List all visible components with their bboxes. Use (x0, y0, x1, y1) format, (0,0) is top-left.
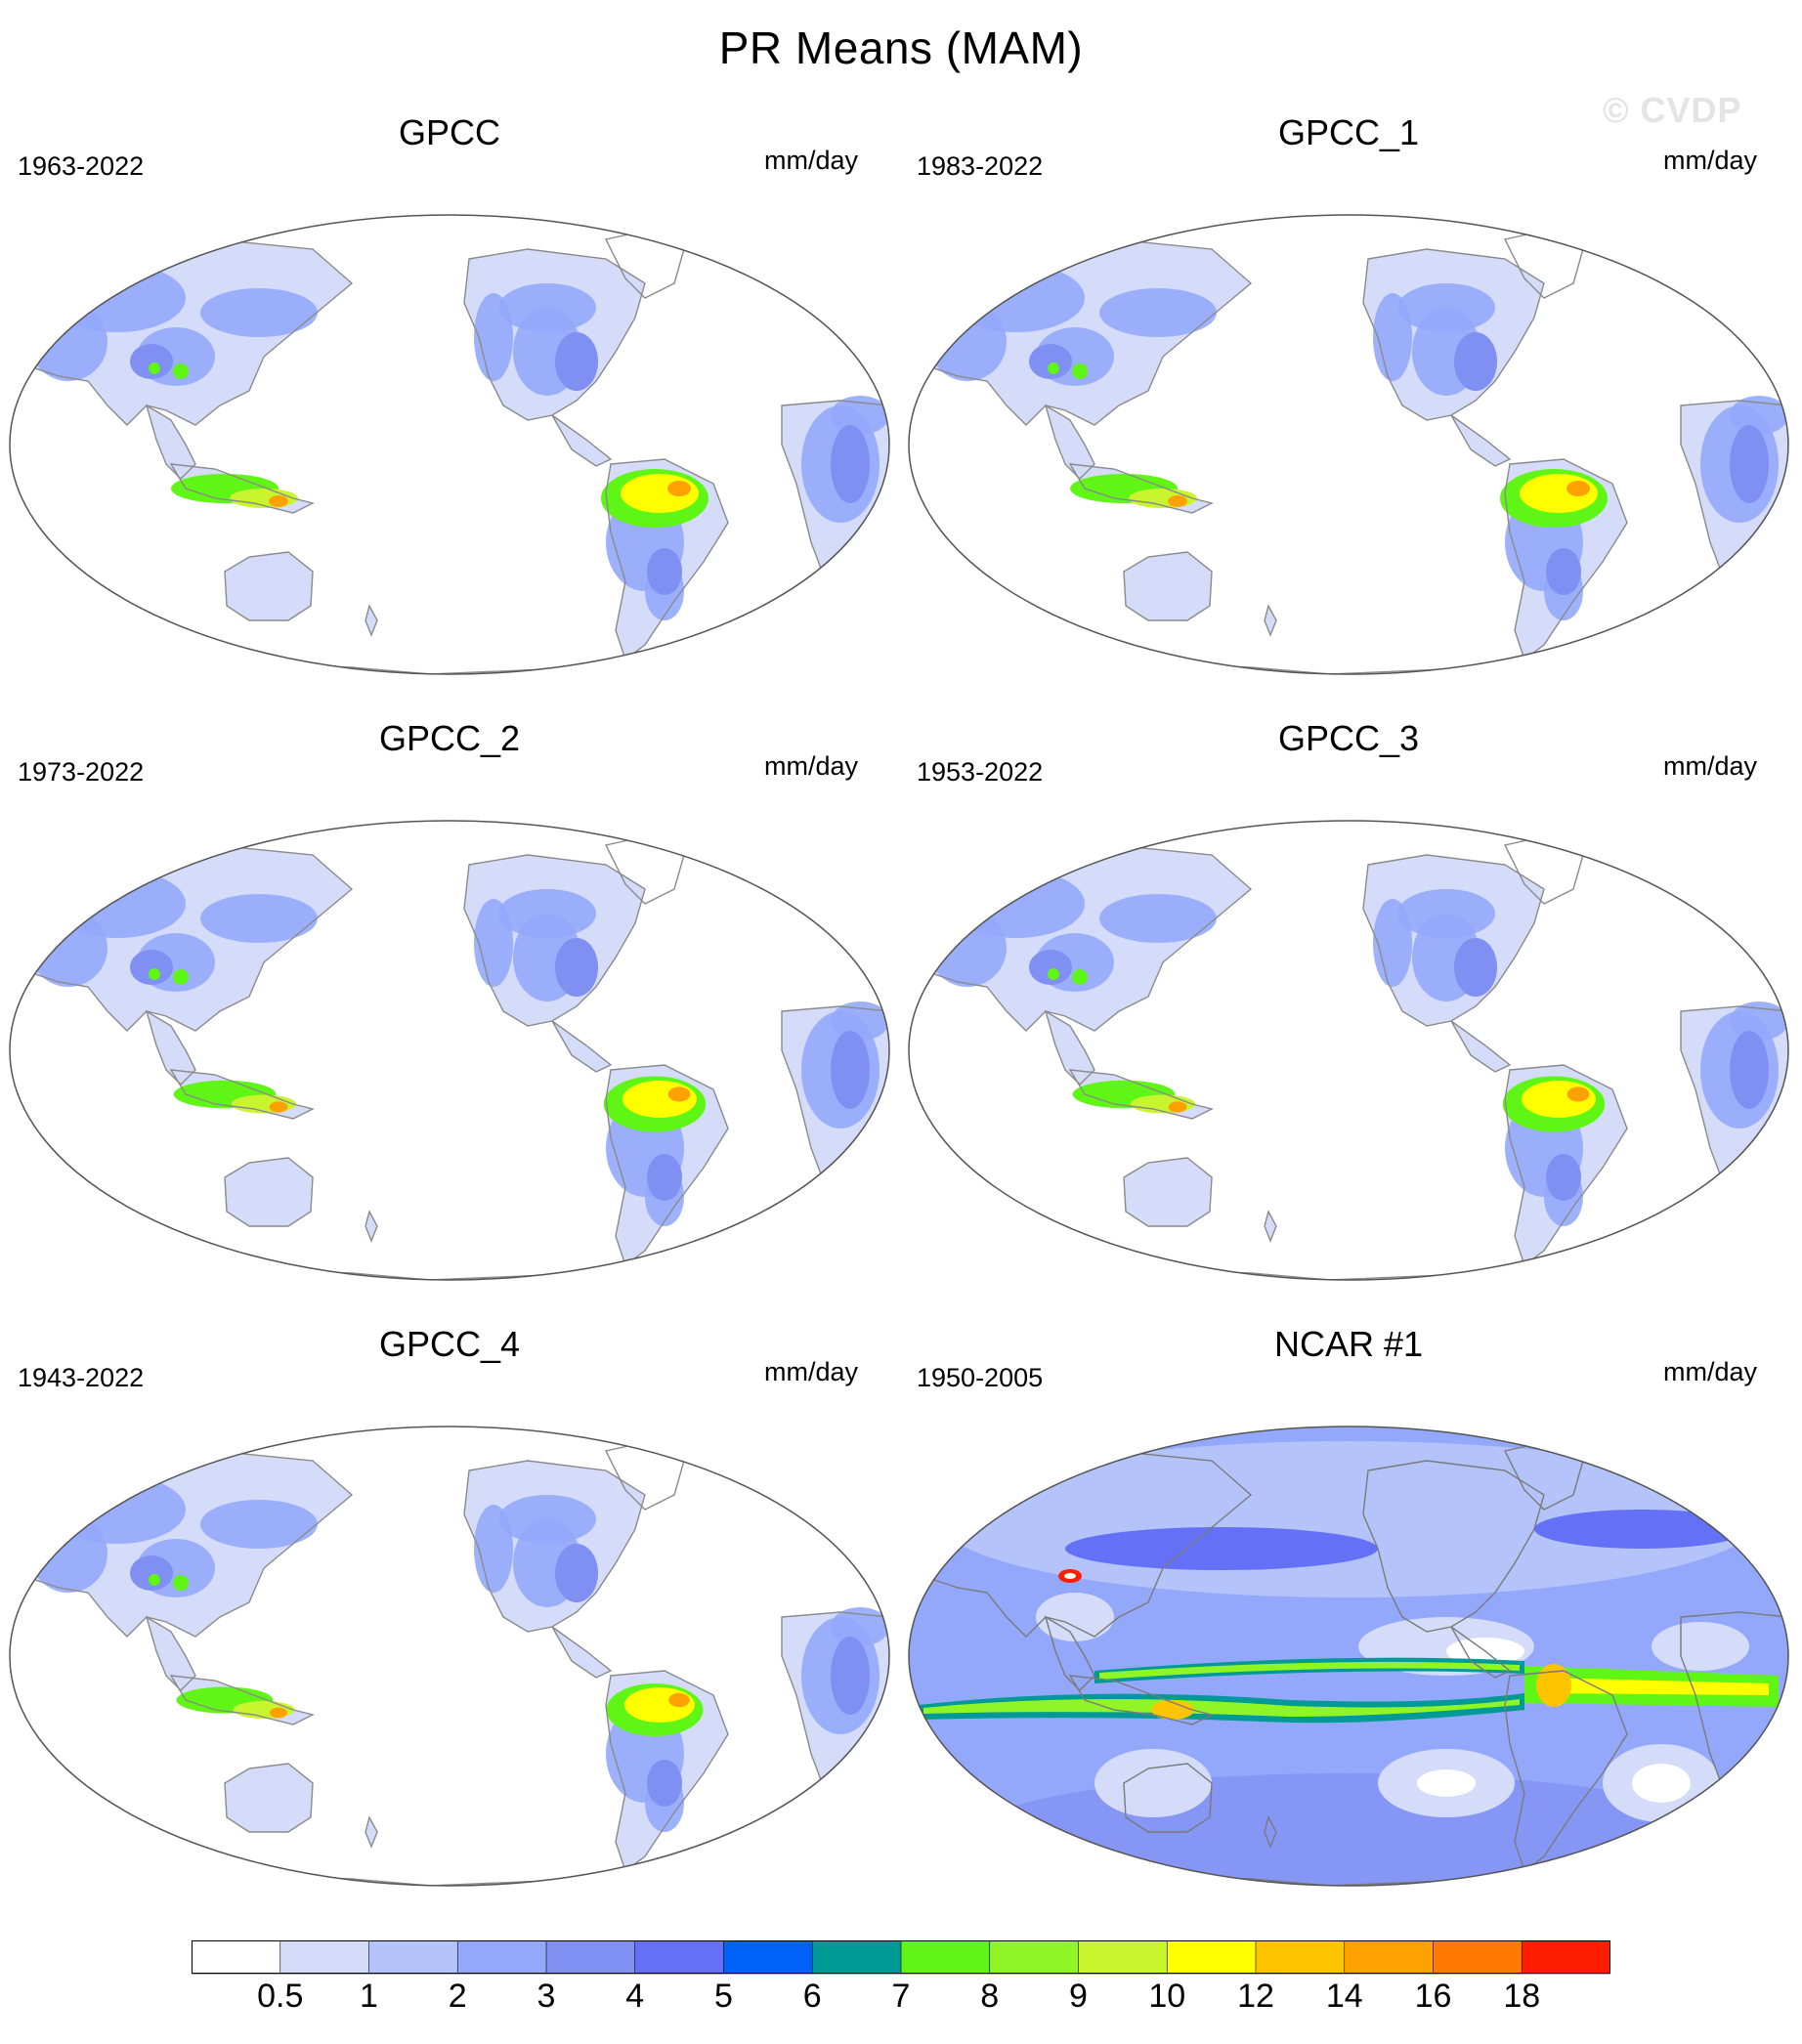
panel-title: GPCC_4 (378, 1324, 521, 1364)
colorbar-swatch (1344, 1940, 1435, 1975)
panel-title: NCAR #1 (1273, 1324, 1424, 1364)
map-border (9, 214, 890, 675)
map-panel: GPCC 1963-2022 mm/day (0, 112, 899, 718)
map-border (9, 1426, 890, 1887)
panel-units: mm/day (763, 1357, 858, 1386)
precipitation-map (9, 820, 890, 1281)
colorbar-tick-label: 2 (448, 1978, 467, 2015)
map-border (908, 214, 1789, 675)
colorbar-swatch (634, 1940, 725, 1975)
panel-units: mm/day (763, 751, 858, 781)
colorbar-tick-label: 12 (1237, 1978, 1274, 2015)
panel-title: GPCC (398, 112, 500, 152)
colorbar-tick-label: 10 (1148, 1978, 1186, 2015)
colorbar-swatch (1433, 1940, 1523, 1975)
colorbar-swatch (1521, 1940, 1610, 1975)
map-border (908, 1426, 1789, 1887)
panel-units: mm/day (763, 146, 858, 175)
colorbar-tick-label: 18 (1503, 1978, 1541, 2015)
colorbar-tick-label: 3 (536, 1978, 556, 2015)
colorbar-swatch (279, 1940, 370, 1975)
colorbar-tick-label: 0.5 (257, 1978, 304, 2015)
precipitation-map (9, 1426, 890, 1887)
colorbar-swatch (1078, 1940, 1169, 1975)
panel-units: mm/day (1662, 1357, 1757, 1386)
panel-title: GPCC_3 (1277, 718, 1420, 758)
colorbar-tick-label: 7 (891, 1978, 911, 2015)
panel-years: 1943-2022 (18, 1363, 145, 1392)
colorbar-swatch (1166, 1940, 1257, 1975)
map-panel: GPCC_1 1983-2022 mm/day (899, 112, 1798, 718)
panel-years: 1953-2022 (917, 757, 1044, 787)
colorbar-tick-label: 14 (1325, 1978, 1363, 2015)
colorbar-tick-label: 6 (802, 1978, 822, 2015)
map-border (9, 820, 890, 1281)
map-panel: NCAR #1 1950-2005 mm/day (899, 1324, 1798, 1930)
precipitation-map (908, 1426, 1789, 1887)
colorbar-swatch (1255, 1940, 1346, 1975)
colorbar-tick-label: 9 (1069, 1978, 1088, 2015)
panel-years: 1973-2022 (18, 757, 145, 787)
colorbar-swatch (192, 1940, 281, 1975)
colorbar-tick-label: 16 (1414, 1978, 1452, 2015)
map-panel: GPCC_2 1973-2022 mm/day (0, 718, 899, 1324)
colorbar-labels: 0.5 1 2 3 4 5 6 7 8 9 10 12 14 16 18 (0, 1978, 1802, 2026)
precipitation-map (9, 214, 890, 675)
precipitation-map (908, 214, 1789, 675)
panel-years: 1963-2022 (18, 151, 145, 181)
colorbar-swatch (456, 1940, 547, 1975)
panel-years: 1983-2022 (917, 151, 1044, 181)
figure-title: PR Means (MAM) (718, 22, 1084, 73)
colorbar-tick-label: 1 (360, 1978, 378, 2015)
panel-title: GPCC_2 (378, 718, 521, 758)
cvdp-watermark: © CVDP (1603, 90, 1742, 130)
map-panel: GPCC_3 1953-2022 mm/day (899, 718, 1798, 1324)
colorbar-swatch (811, 1940, 902, 1975)
colorbar-swatch (723, 1940, 814, 1975)
colorbar-tick-label: 4 (625, 1978, 645, 2015)
panel-years: 1950-2005 (917, 1363, 1044, 1392)
map-border (908, 820, 1789, 1281)
panel-units: mm/day (1662, 751, 1757, 781)
colorbar-swatch (989, 1940, 1080, 1975)
colorbar-tick-label: 5 (714, 1978, 733, 2015)
panel-units: mm/day (1662, 146, 1757, 175)
map-panel: GPCC_4 1943-2022 mm/day (0, 1324, 899, 1930)
colorbar-swatch (545, 1940, 636, 1975)
colorbar (192, 1940, 1610, 1975)
colorbar-swatch (900, 1940, 991, 1975)
colorbar-swatch (368, 1940, 459, 1975)
colorbar-tick-label: 8 (980, 1978, 1000, 2015)
precipitation-map (908, 820, 1789, 1281)
panel-title: GPCC_1 (1277, 112, 1420, 152)
